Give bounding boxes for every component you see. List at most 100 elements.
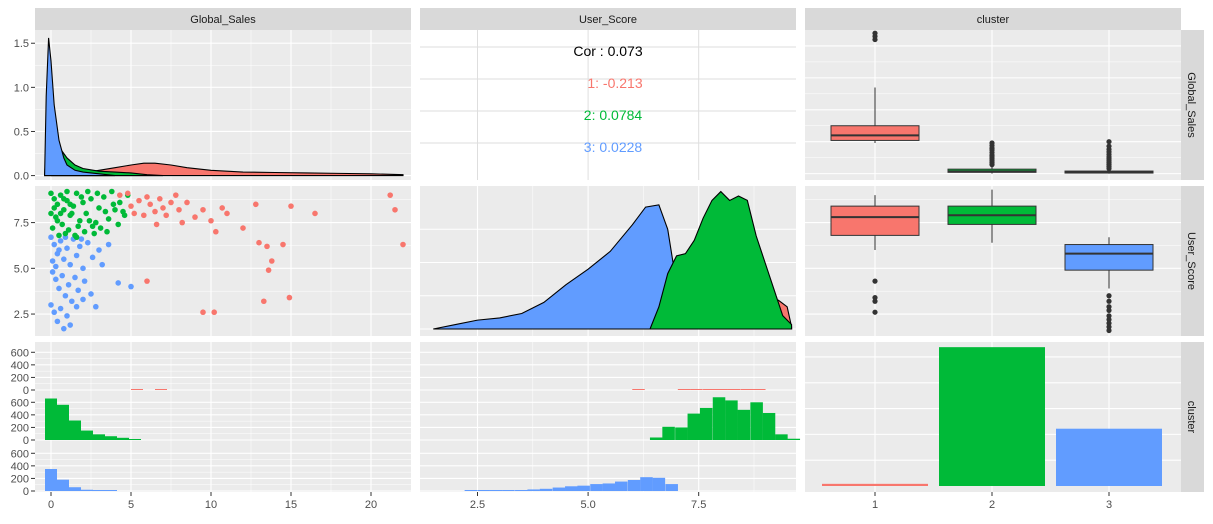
row-strip-3 — [1181, 342, 1204, 492]
scatter-point-c2-44 — [78, 194, 85, 200]
hist-gs-ytick-1-2: 400 — [11, 410, 29, 422]
hist-gs-ytick-0-2: 400 — [11, 360, 29, 372]
scatter-point-c2-49 — [120, 208, 126, 215]
hist-us-bin-c3-9 — [577, 485, 590, 491]
box-us-outlier-3-7 — [1106, 324, 1112, 330]
scatter-point-c1-22 — [240, 225, 246, 231]
hist-gs-bin-c2-2 — [69, 420, 81, 440]
hist-gs-bin-c2-6 — [117, 437, 129, 440]
density-us-cluster-2 — [649, 190, 793, 330]
scatter-point-c2-10 — [80, 199, 86, 206]
scatter-point-c2-29 — [75, 223, 81, 230]
scatter-point-c1-23 — [253, 201, 259, 208]
x-gs-tick-0: 0 — [48, 499, 54, 511]
scatter-point-c3-24 — [88, 291, 94, 297]
scatter-point-c3-37 — [115, 280, 121, 286]
box-us-outlier-3-1 — [1106, 298, 1112, 304]
hist-us-bin-c1-0 — [632, 389, 645, 390]
box-us-outlier-1-1 — [872, 294, 878, 301]
scatter-point-c1-0 — [128, 203, 134, 209]
scatter-point-c2-40 — [57, 210, 64, 217]
x-cluster-tick-2: 3 — [1106, 499, 1112, 511]
hist-gs-bin-c2-7 — [129, 439, 141, 440]
panel-scatter-bg — [35, 186, 411, 336]
scatter-point-c2-32 — [91, 230, 97, 237]
scatter-point-c3-14 — [49, 269, 56, 275]
scatter-point-c2-14 — [96, 205, 102, 211]
scatter-point-c1-29 — [288, 203, 294, 209]
hist-us-bin-c1-5 — [727, 389, 741, 390]
hist-us-bin-c3-13 — [627, 480, 641, 491]
hist-us-bin-c2-7 — [737, 409, 751, 440]
hist-us-bin-c2-0 — [649, 437, 663, 440]
cor-overall: Cor : 0.073 — [573, 43, 642, 59]
hist-gs-bin-c3-0 — [45, 469, 57, 491]
hist-gs-ytick-0-3: 600 — [11, 347, 29, 359]
scatter-point-c3-34 — [93, 303, 99, 310]
hist-gs-bin-c2-4 — [93, 434, 105, 440]
hist-us-bin-c3-10 — [590, 484, 603, 491]
hist-us-bin-c3-5 — [527, 489, 540, 491]
scatter-point-c1-15 — [184, 199, 190, 206]
hist-gs-bin-c2-5 — [105, 436, 117, 440]
hist-us-bin-c2-10 — [775, 434, 788, 440]
x-gs-tick-1: 5 — [128, 499, 134, 511]
scatter-point-c3-17 — [59, 272, 65, 279]
hist-us-bin-c2-3 — [687, 413, 701, 440]
box-us-outlier-3-6 — [1106, 320, 1112, 326]
hist-gs-bin-c2-1 — [57, 404, 69, 440]
bar-cluster-1 — [822, 483, 928, 486]
scatter-point-c3-26 — [51, 309, 57, 316]
density-gs-ytick-3: 1.5 — [14, 38, 29, 50]
scatter-point-c2-34 — [104, 228, 110, 235]
hist-gs-bin-c3-5 — [105, 490, 117, 491]
density-gs-cluster-3 — [44, 37, 116, 177]
col-strip-2 — [420, 8, 796, 30]
hist-gs-bin-c1-0 — [131, 389, 143, 390]
scatter-point-c1-9 — [160, 205, 166, 211]
scatter-ytick-2: 7.5 — [14, 218, 29, 230]
scatter-point-c3-32 — [73, 303, 80, 310]
scatter-point-c3-33 — [80, 296, 86, 303]
box-us-outlier-1-2 — [872, 298, 878, 304]
hist-us-bin-c3-2 — [489, 490, 503, 491]
scatter-ytick-0: 2.5 — [14, 309, 29, 321]
scatter-point-c1-1 — [131, 210, 137, 217]
scatter-point-c2-47 — [102, 208, 109, 215]
panel-correlation-bg — [420, 30, 796, 180]
x-us-tick-0: 2.5 — [470, 499, 485, 511]
hist-us-bin-c2-6 — [725, 400, 738, 440]
scatter-point-c2-17 — [112, 206, 118, 213]
box-us-box-3 — [1064, 244, 1154, 271]
scatter-point-c2-3 — [57, 192, 64, 198]
scatter-point-c1-17 — [200, 206, 206, 213]
scatter-point-c3-8 — [73, 252, 80, 259]
x-cluster-tick-1: 2 — [989, 499, 995, 511]
scatter-point-c1-36 — [211, 309, 217, 316]
box-gs-outlier-2-10 — [989, 140, 995, 146]
scatter-point-c2-4 — [61, 206, 67, 213]
hist-us-bin-c3-12 — [615, 481, 628, 491]
scatter-point-c1-7 — [153, 221, 160, 228]
box-gs-box-1 — [830, 125, 920, 141]
density-gs-ytick-1: 0.5 — [14, 126, 29, 138]
scatter-point-c3-10 — [80, 265, 86, 272]
scatter-point-c3-41 — [56, 247, 62, 253]
scatter-ytick-1: 5.0 — [14, 263, 29, 275]
scatter-point-c3-29 — [61, 325, 67, 332]
x-gs-tick-4: 20 — [365, 499, 377, 511]
hist-us-bin-c2-2 — [675, 427, 688, 440]
scatter-point-c1-40 — [125, 190, 131, 197]
hist-gs-ytick-2-2: 400 — [11, 461, 29, 473]
hist-gs-ytick-2-3: 600 — [11, 448, 29, 460]
panel-layer: 0.00.51.01.52.55.07.50200400600020040060… — [11, 30, 1181, 511]
scatter-point-c3-30 — [64, 313, 70, 319]
density-gs-ytick-0: 0.0 — [14, 171, 29, 183]
scatter-point-c1-24 — [256, 239, 262, 246]
scatter-point-c3-0 — [48, 234, 54, 241]
scatter-point-c2-45 — [85, 188, 91, 195]
hist-us-bin-c3-7 — [552, 487, 566, 491]
hist-us-bin-c1-2 — [690, 389, 703, 390]
scatter-point-c1-12 — [173, 192, 179, 198]
scatter-point-c1-37 — [261, 298, 267, 305]
